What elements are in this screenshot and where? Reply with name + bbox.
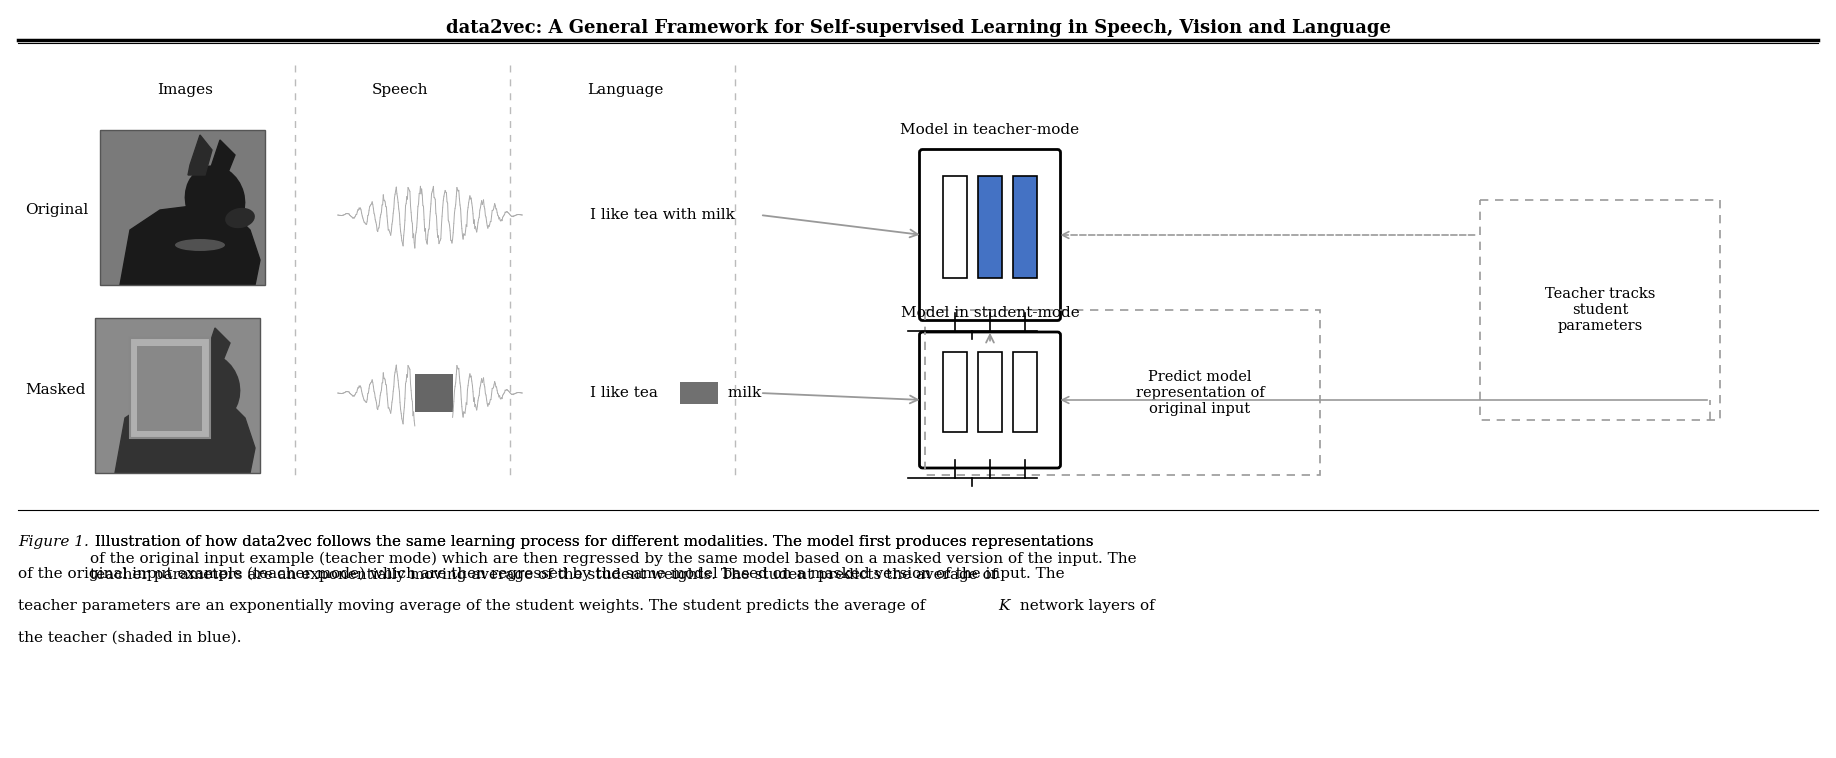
FancyBboxPatch shape — [920, 149, 1061, 321]
Ellipse shape — [180, 353, 241, 423]
Bar — [679, 382, 718, 404]
Polygon shape — [187, 135, 211, 175]
Polygon shape — [174, 220, 209, 285]
Polygon shape — [119, 205, 261, 285]
Ellipse shape — [226, 208, 255, 228]
Text: I like tea with milk: I like tea with milk — [589, 208, 734, 222]
Polygon shape — [171, 408, 206, 473]
Text: milk: milk — [723, 386, 762, 400]
Text: Original: Original — [26, 203, 88, 217]
Text: Teacher tracks
student
parameters: Teacher tracks student parameters — [1544, 287, 1656, 334]
Text: the teacher (shaded in blue).: the teacher (shaded in blue). — [18, 631, 242, 645]
Text: of the original input example (teacher mode) which are then regressed by the sam: of the original input example (teacher m… — [18, 567, 1065, 581]
Text: Illustration of how data2vec follows the same learning process for different mod: Illustration of how data2vec follows the… — [90, 535, 1094, 549]
Text: Masked: Masked — [26, 383, 86, 397]
Polygon shape — [204, 328, 230, 368]
Text: Model in student-mode: Model in student-mode — [901, 306, 1080, 320]
Text: teacher parameters are an exponentially moving average of the student weights. T: teacher parameters are an exponentially … — [18, 599, 931, 613]
Text: Figure 1.: Figure 1. — [18, 535, 88, 549]
Text: Speech: Speech — [371, 83, 428, 97]
Text: network layers of: network layers of — [1015, 599, 1155, 613]
Text: Model in teacher-mode: Model in teacher-mode — [900, 124, 1080, 137]
Ellipse shape — [185, 165, 246, 235]
Ellipse shape — [174, 239, 226, 251]
Text: Illustration of how data2vec follows the same learning process for different mod: Illustration of how data2vec follows the… — [90, 535, 1136, 582]
Text: data2vec: A General Framework for Self-supervised Learning in Speech, Vision and: data2vec: A General Framework for Self-s… — [446, 19, 1390, 37]
Polygon shape — [116, 393, 255, 473]
Bar — [979, 176, 1002, 278]
Bar — [130, 338, 209, 438]
Bar — [99, 130, 264, 285]
Bar — [99, 130, 264, 285]
FancyBboxPatch shape — [920, 332, 1061, 468]
Bar — [979, 352, 1002, 432]
Text: K: K — [999, 599, 1010, 613]
Bar — [138, 346, 202, 431]
Polygon shape — [207, 140, 235, 180]
Text: Images: Images — [158, 83, 213, 97]
Bar — [1013, 352, 1037, 432]
Bar — [942, 176, 968, 278]
Bar — [415, 374, 453, 412]
Bar — [95, 318, 261, 473]
Text: I like tea: I like tea — [589, 386, 657, 400]
Bar — [942, 352, 968, 432]
Bar — [1013, 176, 1037, 278]
Text: Predict model
representation of
original input: Predict model representation of original… — [1136, 370, 1265, 416]
Bar — [95, 318, 261, 473]
Text: Language: Language — [588, 83, 663, 97]
